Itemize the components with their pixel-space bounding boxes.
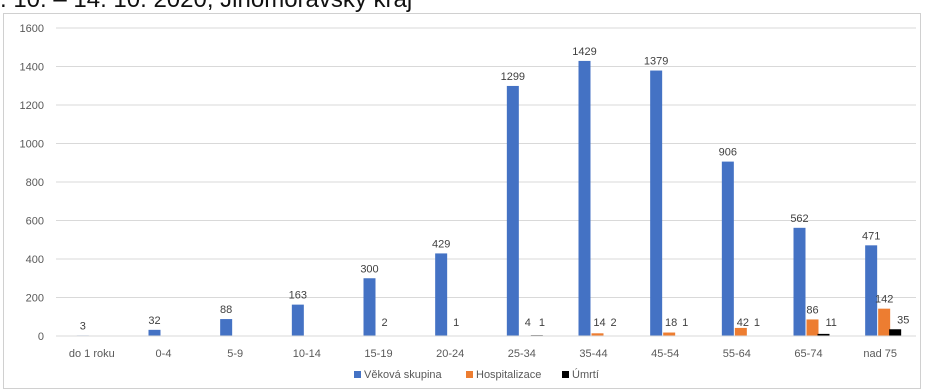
data-label: 471 [862,230,880,242]
bar [363,278,376,336]
x-tick-label: 20-24 [436,348,464,360]
legend-swatch [562,371,569,378]
data-label: 1379 [644,56,668,68]
bar [220,319,233,336]
legend-swatch [354,371,361,378]
bar [435,253,448,336]
data-label: 1 [754,317,760,329]
y-tick-label: 1200 [20,100,44,112]
bar [291,304,304,336]
bar [721,161,734,336]
data-label: 88 [220,304,232,316]
data-label: 429 [432,238,450,250]
data-label: 163 [289,290,307,302]
chart-header-fragment: . 10. – 14. 10. 2020, Jihomoravský kraj [0,0,928,18]
x-tick-label: 10-14 [293,348,321,360]
x-tick-label: 45-54 [651,348,679,360]
bar [591,333,604,336]
x-tick-label: 65-74 [794,348,822,360]
data-label: 11 [826,317,837,329]
y-tick-label: 1000 [20,139,44,151]
bar [148,329,161,336]
bar [663,332,676,336]
data-label: 300 [360,263,378,275]
bar [817,333,830,336]
bar [506,85,519,336]
data-label: 2 [381,317,387,329]
bar [650,70,663,336]
data-label: 1299 [501,71,525,83]
bar [806,319,819,336]
bar [889,329,902,336]
bar [578,60,591,336]
data-label: 86 [806,304,818,316]
data-label: 14 [593,317,605,329]
x-tick-label: 35-44 [579,348,607,360]
y-tick-label: 1400 [20,62,44,74]
data-label: 1429 [572,46,596,58]
data-label: 18 [665,317,677,329]
x-tick-label: 0-4 [156,348,172,360]
x-tick-label: nad 75 [863,348,897,360]
data-label: 2 [611,317,617,329]
y-tick-label: 600 [26,216,44,228]
data-label: 906 [719,147,737,159]
x-tick-label: 15-19 [364,348,392,360]
x-tick-label: 25-34 [508,348,536,360]
bar [793,227,806,336]
bar [734,327,747,336]
bar [865,245,878,336]
data-label: 3 [80,320,86,332]
y-tick-label: 1600 [20,23,44,35]
x-tick-label: 5-9 [227,348,243,360]
x-tick-label: 55-64 [723,348,751,360]
data-label: 4 [525,317,531,329]
legend-label: Věková skupina [364,369,443,381]
data-label: 32 [148,315,160,327]
data-label: 142 [875,294,893,306]
chart-frame [3,13,921,389]
data-label: 1 [453,317,459,329]
data-label: 35 [897,314,909,326]
data-label: 42 [737,317,749,329]
y-tick-label: 400 [26,254,44,266]
legend-label: Hospitalizace [476,369,541,381]
y-tick-label: 800 [26,177,44,189]
data-label: 562 [790,213,808,225]
data-label: 1 [539,317,545,329]
legend-label: Úmrtí [572,368,599,381]
y-tick-label: 200 [26,293,44,305]
bar [878,308,891,336]
data-label: 1 [682,317,688,329]
y-tick-label: 0 [38,331,44,343]
x-tick-label: do 1 roku [69,348,115,360]
legend-swatch [466,371,473,378]
